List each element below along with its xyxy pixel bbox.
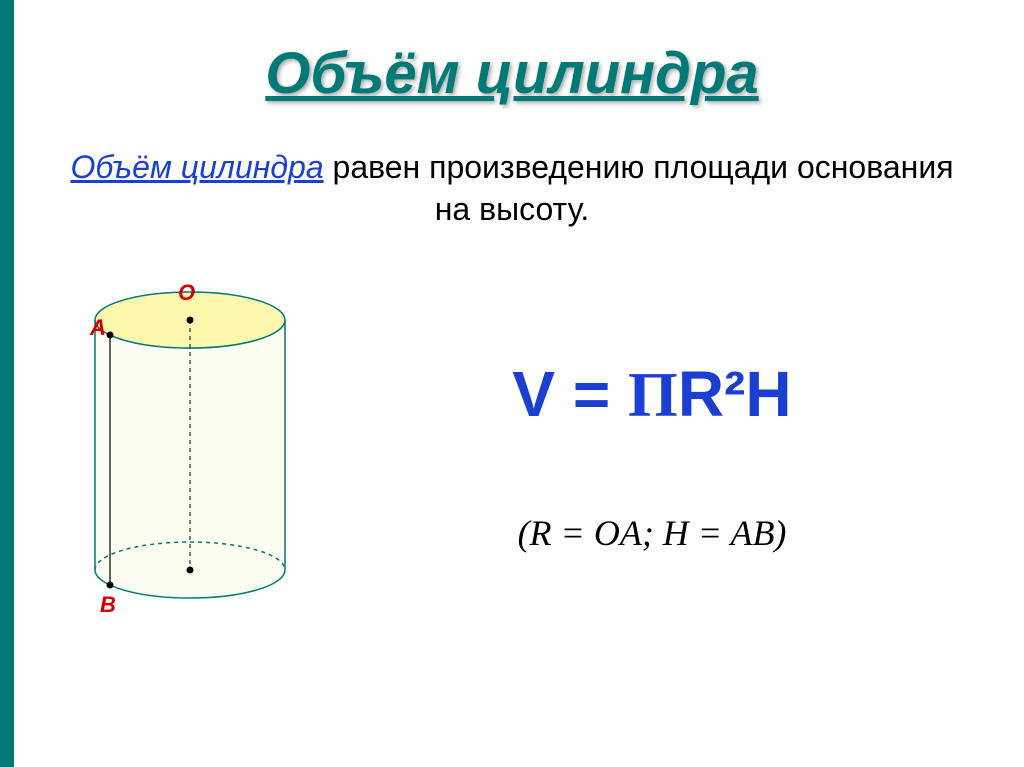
- variable-legend: (R = OA; H = AB): [518, 512, 787, 554]
- theorem-rest: равен произведению площади основания на …: [324, 149, 954, 227]
- formula-pi: П: [628, 359, 678, 430]
- theorem-text: Объём цилиндра равен произведению площад…: [60, 147, 964, 230]
- formula-column: V = ПR²H (R = OA; H = AB): [340, 337, 964, 554]
- point-label-b: B: [100, 592, 116, 618]
- formula-v: V: [512, 358, 555, 430]
- formula-h: H: [745, 358, 791, 430]
- theorem-emphasis: Объём цилиндра: [70, 149, 323, 185]
- slide-title: Объём цилиндра: [60, 40, 964, 107]
- cylinder-diagram: A O B: [60, 270, 340, 620]
- point-label-a: A: [90, 315, 106, 341]
- content-row: A O B V = ПR²H (R = OA; H = AB): [60, 270, 964, 620]
- slide: Объём цилиндра Объём цилиндра равен прои…: [0, 0, 1024, 767]
- formula-r: R²: [678, 358, 746, 430]
- formula-eq: =: [555, 358, 628, 430]
- volume-formula: V = ПR²H: [512, 357, 791, 432]
- point-label-o: O: [178, 280, 195, 306]
